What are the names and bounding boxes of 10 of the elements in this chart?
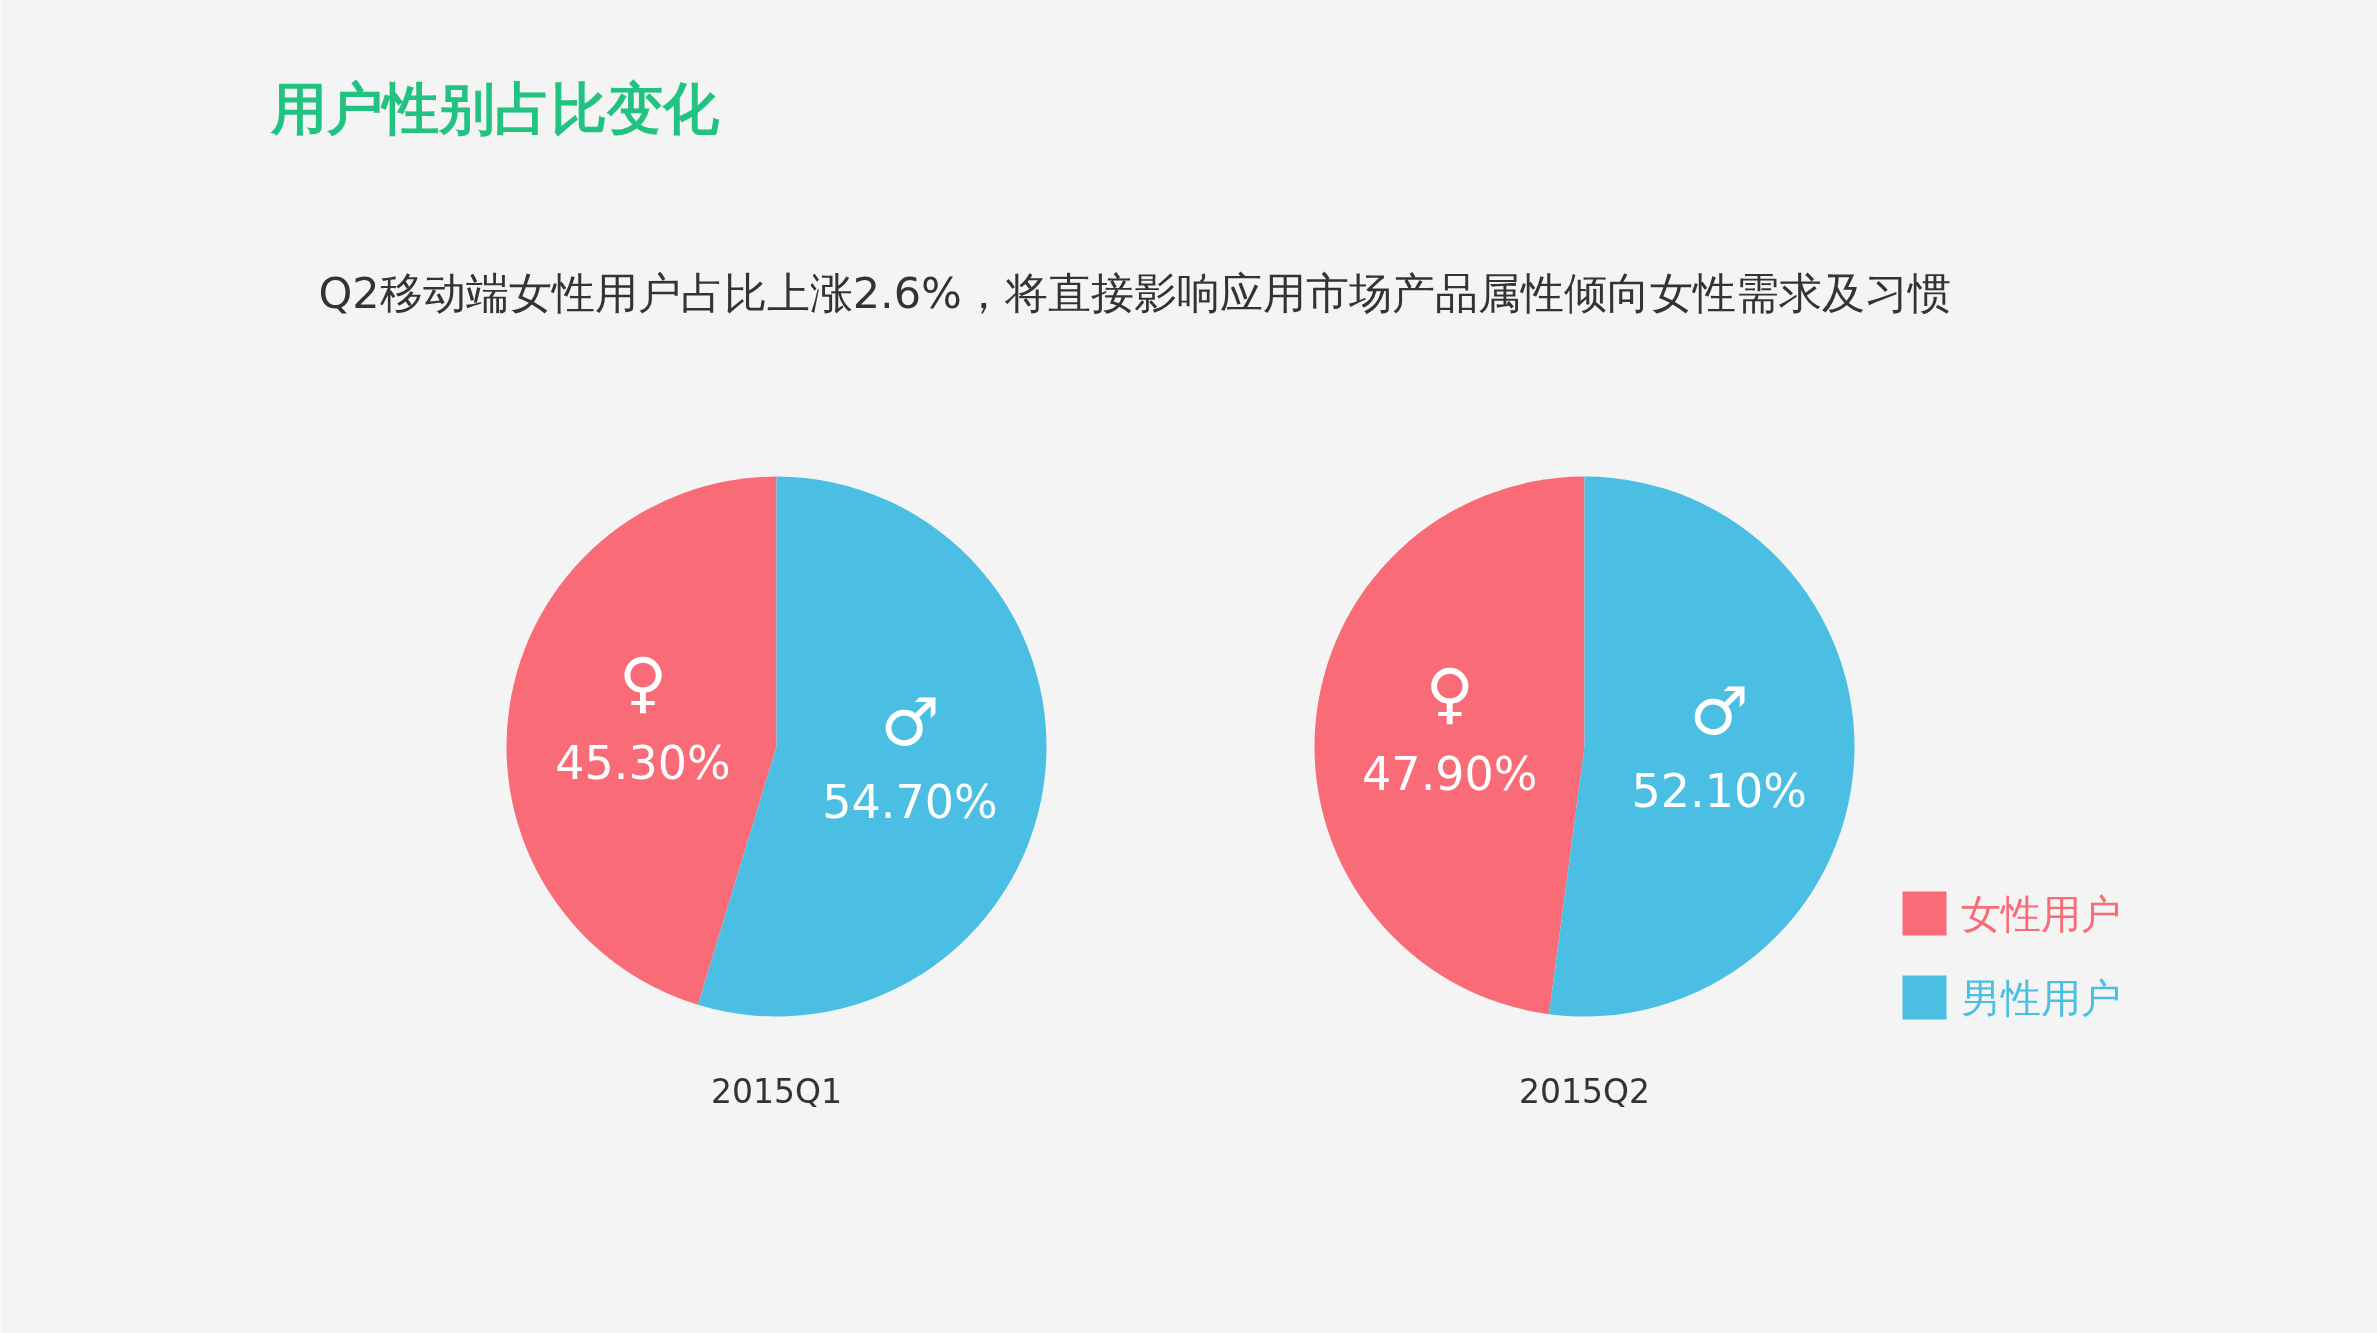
chart-subtitle: Q2移动端女性用户占比上涨2.6%，将直接影响应用市场产品属性倾向女性需求及习惯: [318, 267, 1951, 318]
legend-label: 女性用户: [1960, 890, 2121, 937]
text: 2015Q1: [711, 1072, 842, 1111]
legend-label: 男性用户: [1960, 974, 2121, 1021]
data-label: ♂ 52.10%: [1631, 672, 1807, 819]
data-label: ♀ 45.30%: [555, 644, 731, 790]
chart-title: 用户性别占比变化: [269, 76, 720, 141]
text: 2015Q2: [1519, 1072, 1650, 1111]
data-label: ♀ 47.90%: [1362, 655, 1538, 801]
data-label: ♂ 54.70%: [822, 683, 998, 830]
